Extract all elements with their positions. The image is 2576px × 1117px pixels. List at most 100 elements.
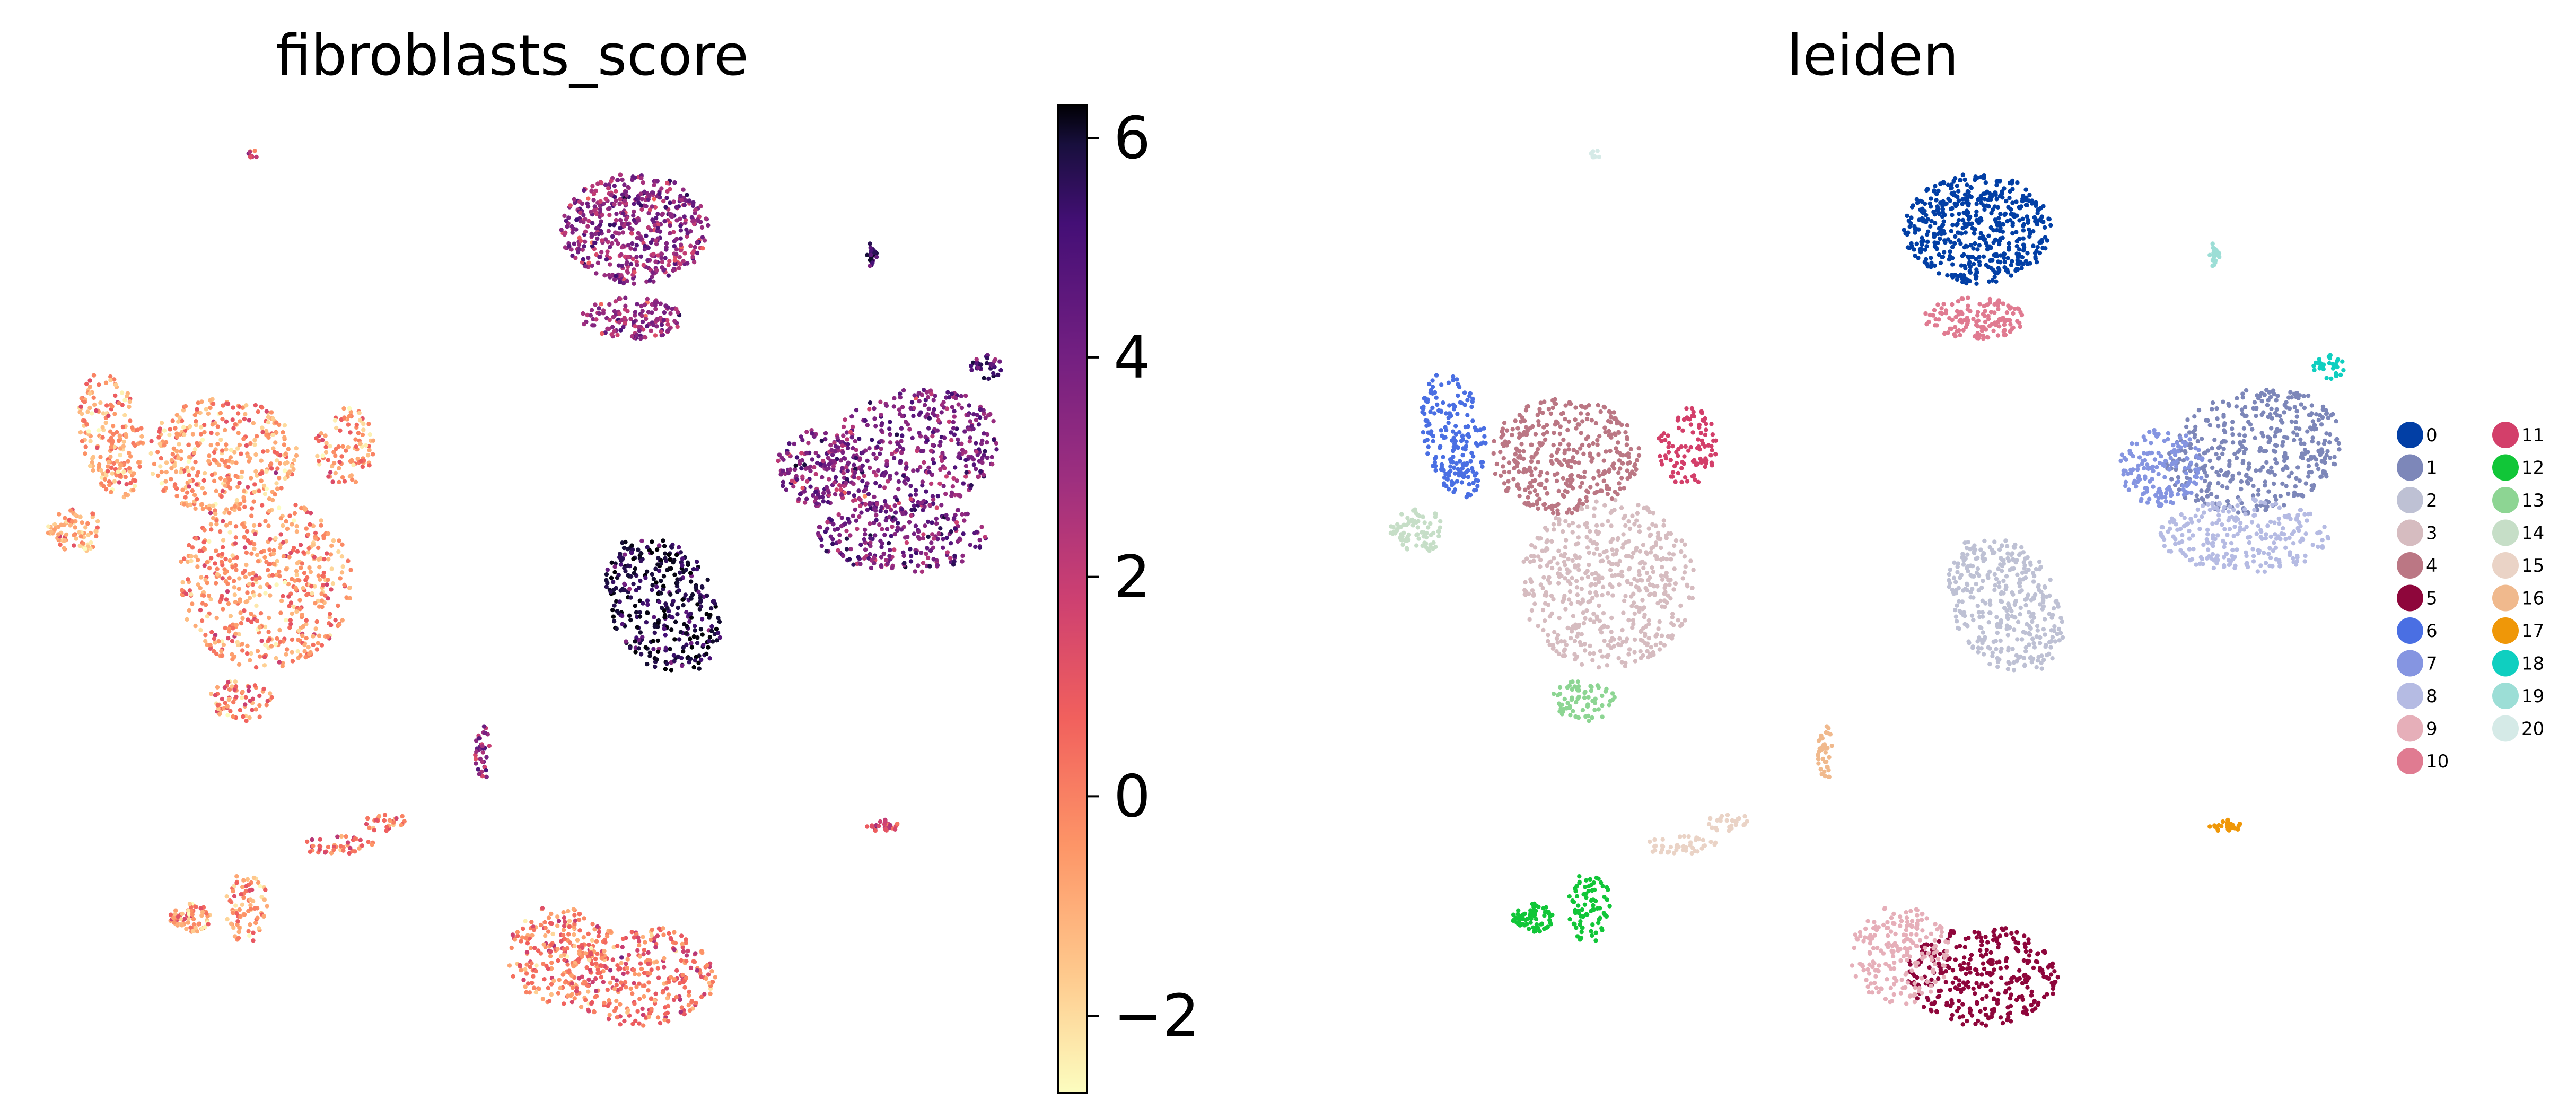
cell-point xyxy=(865,458,870,464)
cell-point xyxy=(341,406,346,411)
cell-point xyxy=(631,276,636,281)
cell-point xyxy=(653,991,658,996)
cell-point xyxy=(655,562,660,567)
cell-point xyxy=(677,255,682,260)
cell-point xyxy=(618,554,623,559)
cell-point xyxy=(1968,270,1973,275)
cell-point xyxy=(217,599,223,604)
cell-point xyxy=(681,603,686,608)
cell-point xyxy=(2021,228,2026,233)
cell-point xyxy=(680,563,685,568)
cell-point xyxy=(655,212,660,216)
cell-point xyxy=(959,441,964,446)
cell-point xyxy=(562,957,567,963)
cell-point xyxy=(637,981,642,986)
cell-point xyxy=(848,533,853,538)
cell-point xyxy=(2316,417,2321,423)
cell-point xyxy=(159,456,163,461)
cell-point xyxy=(644,610,650,615)
cell-point xyxy=(2199,488,2204,493)
cell-point xyxy=(176,456,181,460)
cell-point xyxy=(335,834,340,839)
cell-point xyxy=(618,172,623,177)
cell-point xyxy=(586,1009,591,1014)
cell-point xyxy=(800,438,805,443)
cell-point xyxy=(585,224,590,229)
cell-point xyxy=(195,407,199,412)
cell-point xyxy=(637,585,642,590)
cell-point xyxy=(1934,191,1939,197)
cell-point xyxy=(1984,263,1988,267)
cell-point xyxy=(174,431,179,436)
cell-point xyxy=(238,501,243,507)
cell-point xyxy=(227,575,232,581)
cell-point xyxy=(979,441,984,446)
cell-point xyxy=(572,200,577,205)
cell-point xyxy=(302,649,307,654)
cell-point xyxy=(1960,172,1966,177)
cell-point xyxy=(360,432,365,437)
left-scatter-points xyxy=(46,149,1003,1028)
cell-point xyxy=(976,422,982,427)
cell-point xyxy=(234,555,240,560)
cell-point xyxy=(227,558,232,563)
cell-point xyxy=(672,930,677,935)
cell-point xyxy=(686,993,691,998)
cell-point xyxy=(87,385,93,389)
cell-point xyxy=(245,651,250,656)
cell-point xyxy=(872,250,877,255)
cell-point xyxy=(349,473,354,478)
cell-point xyxy=(2270,416,2275,421)
cell-point xyxy=(962,429,967,434)
cell-point xyxy=(281,540,286,545)
cell-point xyxy=(645,296,650,302)
cell-point xyxy=(122,413,127,417)
cell-point xyxy=(618,986,624,991)
cell-point xyxy=(663,205,668,210)
cell-point xyxy=(239,621,244,626)
cell-point xyxy=(927,470,932,475)
cell-point xyxy=(660,259,665,265)
cell-point xyxy=(2207,458,2212,464)
cell-point xyxy=(295,549,300,554)
cell-point xyxy=(662,544,667,548)
cell-point xyxy=(339,570,345,575)
cell-point xyxy=(868,521,872,526)
cell-point xyxy=(2307,470,2311,475)
cell-point xyxy=(2263,479,2267,484)
cell-point xyxy=(2247,465,2251,470)
cell-point xyxy=(649,228,653,233)
cell-point xyxy=(581,935,586,940)
cell-point xyxy=(342,479,347,484)
cell-point xyxy=(987,412,992,417)
cell-point xyxy=(706,223,711,228)
cell-point xyxy=(130,425,135,430)
cell-point xyxy=(548,949,553,954)
cell-point xyxy=(253,573,258,578)
cell-point xyxy=(523,936,529,940)
cell-point xyxy=(2000,191,2004,196)
cell-point xyxy=(621,545,627,551)
cell-point xyxy=(266,415,271,420)
cell-point xyxy=(264,409,269,414)
cell-point xyxy=(198,608,203,613)
cell-point xyxy=(806,441,811,446)
cell-point xyxy=(306,645,311,650)
cell-point xyxy=(785,451,790,456)
cell-point xyxy=(598,963,603,968)
cell-point xyxy=(704,216,708,221)
cell-point xyxy=(217,529,223,534)
cell-point xyxy=(808,468,813,474)
cell-point xyxy=(122,398,127,403)
cell-point xyxy=(714,638,720,643)
cell-point xyxy=(248,699,252,703)
cell-point xyxy=(612,564,617,569)
cell-point xyxy=(136,460,141,465)
cell-point xyxy=(213,511,218,517)
cell-point xyxy=(642,983,647,988)
cell-point xyxy=(824,549,829,554)
cell-point xyxy=(592,1009,597,1014)
cell-point xyxy=(593,956,598,962)
cell-point xyxy=(638,191,643,196)
